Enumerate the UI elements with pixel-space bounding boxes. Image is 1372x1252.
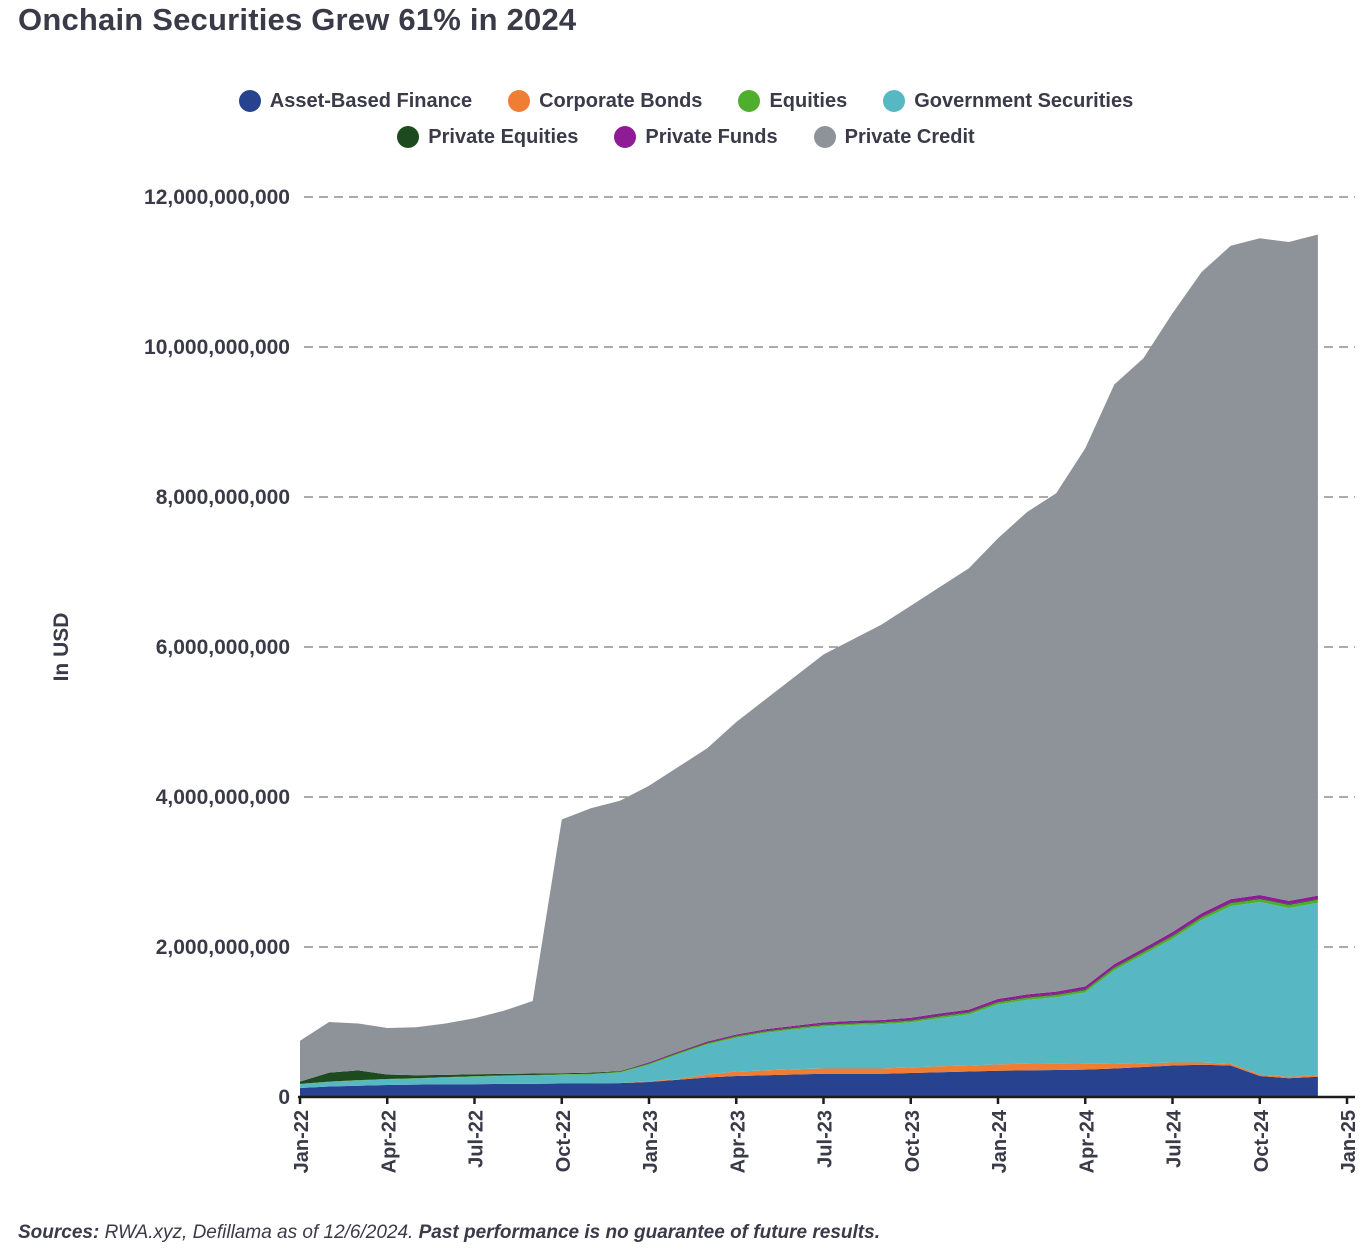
sources-label: Sources: — [18, 1222, 100, 1243]
x-tick-label: Jan-23 — [640, 1110, 662, 1173]
legend-label: Corporate Bonds — [539, 89, 703, 112]
legend-swatch-icon — [397, 126, 420, 148]
sources-text: RWA.xyz, Defillama as of 12/6/2024. — [99, 1222, 419, 1243]
area-corporate-bonds — [300, 1062, 1318, 1088]
y-tick-label: 10,000,000,000 — [144, 336, 290, 359]
legend-swatch-icon — [508, 90, 531, 112]
legend-item-private-funds: Private Funds — [614, 125, 778, 149]
x-tick-label: Jan-22 — [291, 1110, 313, 1173]
legend-label: Equities — [769, 89, 848, 112]
disclaimer-text: Past performance is no guarantee of futu… — [418, 1222, 880, 1243]
x-tick-label: Jan-25 — [1338, 1110, 1360, 1173]
x-tick-label: Apr-22 — [378, 1110, 400, 1173]
x-tick-label: Oct-23 — [902, 1110, 924, 1172]
y-tick-label: 8,000,000,000 — [156, 486, 290, 509]
y-tick-label: 12,000,000,000 — [144, 186, 290, 209]
legend-label: Government Securities — [914, 89, 1134, 112]
legend-item-corporate-bonds: Corporate Bonds — [508, 90, 702, 113]
legend-swatch-icon — [813, 126, 836, 148]
legend-swatch-icon — [614, 126, 637, 148]
x-tick-label: Jan-24 — [989, 1109, 1011, 1173]
legend-label: Private Funds — [645, 125, 778, 148]
y-axis-title: In USD — [50, 613, 73, 682]
legend-label: Private Credit — [844, 125, 975, 148]
page-title: Onchain Securities Grew 61% in 2024 — [18, 2, 577, 37]
legend-label: Private Equities — [428, 125, 579, 148]
chart-legend-row-2: Private Equities Private Funds Private Cre… — [0, 124, 1372, 150]
x-tick-label: Jul-23 — [815, 1110, 837, 1168]
legend-item-private-equities: Private Equities — [397, 126, 578, 149]
y-tick-label: 2,000,000,000 — [156, 936, 290, 959]
source-note: Sources: RWA.xyz, Defillama as of 12/6/2… — [18, 1222, 880, 1244]
chart-legend-row-1: Asset-Based Finance Corporate Bonds Equiti… — [0, 88, 1372, 114]
x-tick-label: Apr-24 — [1076, 1109, 1098, 1173]
area-government-securities — [300, 902, 1318, 1088]
x-tick-label: Oct-22 — [553, 1110, 575, 1172]
legend-swatch-icon — [738, 90, 761, 112]
y-tick-label: 6,000,000,000 — [156, 636, 290, 659]
legend-item-government-securities: Government Securities — [883, 90, 1133, 113]
legend-item-equities: Equities — [738, 90, 847, 113]
legend-swatch-icon — [238, 90, 261, 112]
legend-label: Asset-Based Finance — [269, 89, 473, 112]
area-asset-based-finance — [300, 1064, 1318, 1097]
area-private-credit — [300, 234, 1318, 1082]
legend-item-asset-based-finance: Asset-Based Finance — [238, 89, 473, 113]
x-tick-label: Apr-23 — [727, 1110, 749, 1173]
legend-swatch-icon — [883, 90, 906, 112]
x-tick-label: Jul-24 — [1164, 1109, 1186, 1168]
y-tick-label: 0 — [278, 1086, 290, 1109]
x-tick-label: Jul-22 — [466, 1110, 488, 1168]
x-tick-label: Oct-24 — [1251, 1109, 1273, 1172]
legend-item-private-credit: Private Credit — [813, 125, 975, 149]
y-tick-label: 4,000,000,000 — [156, 786, 290, 809]
